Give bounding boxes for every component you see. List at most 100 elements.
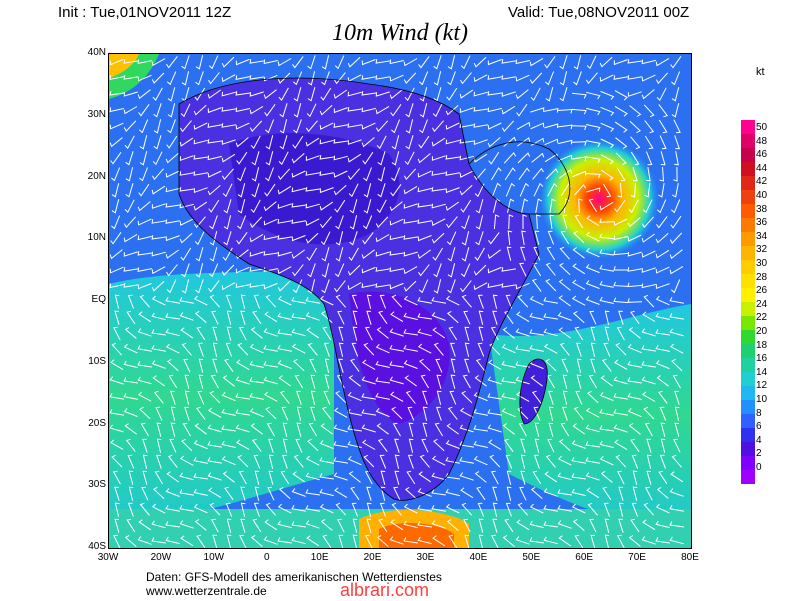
wind-barb (520, 470, 526, 485)
wind-barb (389, 74, 404, 82)
wind-barb (417, 187, 432, 193)
wind-barb (361, 107, 376, 113)
wind-barb (348, 183, 359, 198)
colorbar-segment (741, 274, 755, 289)
wind-barb (487, 91, 502, 96)
wind-barb (212, 326, 218, 341)
wind-barb (586, 215, 600, 227)
wind-barb (310, 406, 316, 421)
wind-barb (180, 103, 191, 118)
wind-barb (487, 107, 502, 113)
wind-barb (226, 534, 232, 548)
wind-barb (277, 203, 292, 209)
wind-barb (111, 454, 123, 468)
wind-barb (249, 343, 264, 354)
wind-barb (590, 534, 596, 548)
wind-barb (179, 171, 194, 176)
wind-barb (277, 520, 292, 529)
wind-barb (320, 231, 331, 246)
wind-barb (181, 263, 190, 278)
wind-barb (561, 358, 569, 373)
wind-barb (378, 518, 388, 533)
wind-barb (618, 518, 624, 533)
wind-barb (616, 167, 626, 182)
wind-barb (674, 135, 681, 150)
wind-barb (195, 247, 204, 262)
wind-barb (193, 473, 208, 480)
wind-barb (417, 219, 432, 224)
wind-barb (127, 502, 134, 517)
colorbar-segment (741, 204, 755, 219)
wind-barb (614, 105, 628, 117)
wind-barb (138, 119, 149, 134)
wind-barb (599, 74, 614, 82)
wind-barb (492, 294, 498, 309)
wind-barb (450, 374, 456, 389)
wind-barb (507, 230, 513, 246)
wind-barb (393, 486, 401, 501)
longitude-label: 20E (363, 552, 382, 563)
wind-barb (194, 310, 207, 323)
wind-barb (208, 487, 222, 499)
wind-barb (207, 155, 222, 161)
wind-barb (153, 135, 162, 150)
wind-barb (627, 91, 642, 97)
wind-barb (407, 454, 414, 469)
colorbar-label: 2 (756, 448, 762, 460)
wind-barb (179, 120, 192, 133)
wind-barb (405, 119, 414, 134)
wind-barb (137, 376, 152, 385)
colorbar-label: 30 (756, 258, 768, 269)
wind-barb (627, 217, 641, 228)
website-text: www.wetterzentrale.de (146, 584, 267, 598)
central-africa-calm-zone (349, 291, 450, 424)
wind-barb (361, 409, 376, 416)
wind-barb (585, 424, 600, 433)
wind-barb (137, 218, 152, 226)
wind-barb (531, 152, 545, 163)
wind-barb (655, 312, 670, 320)
wind-barb (576, 374, 582, 389)
wind-barb (293, 119, 302, 134)
wind-barb (221, 139, 236, 145)
wind-barb (475, 358, 486, 372)
wind-barb (124, 199, 135, 214)
wind-barb (391, 294, 403, 308)
wind-barb (389, 361, 404, 368)
wind-barb (559, 55, 568, 70)
wind-barb (109, 75, 124, 81)
wind-barb (543, 536, 558, 545)
wind-barb (530, 137, 545, 146)
wind-barb (196, 326, 206, 341)
wind-barb (249, 408, 264, 418)
wind-barb (431, 155, 446, 161)
wind-barb (630, 438, 640, 452)
wind-barb (585, 247, 600, 258)
wind-barb (277, 360, 292, 369)
wind-barb (431, 455, 446, 466)
wind-barb (390, 391, 404, 402)
wind-barb (139, 406, 151, 420)
wind-barb (235, 266, 250, 274)
wind-barb (306, 535, 320, 547)
wind-barb (391, 406, 403, 420)
wind-barb (571, 295, 586, 306)
wind-barb (487, 75, 502, 80)
wind-barb (221, 153, 236, 163)
wind-barb (193, 171, 208, 176)
wind-barb (403, 251, 418, 257)
wind-barb (403, 360, 418, 369)
wind-barb (235, 283, 250, 289)
wind-barb (334, 407, 348, 418)
wind-barb (333, 170, 348, 178)
wind-barb (277, 72, 291, 84)
wind-barb (394, 470, 400, 485)
wind-barb (571, 125, 587, 131)
wind-barb (473, 168, 486, 181)
wind-barb (672, 374, 681, 389)
wind-barb (151, 235, 166, 240)
colorbar-label: 42 (756, 176, 768, 188)
wind-barb (195, 55, 204, 70)
wind-barb (447, 406, 458, 420)
wind-barb (670, 279, 681, 294)
